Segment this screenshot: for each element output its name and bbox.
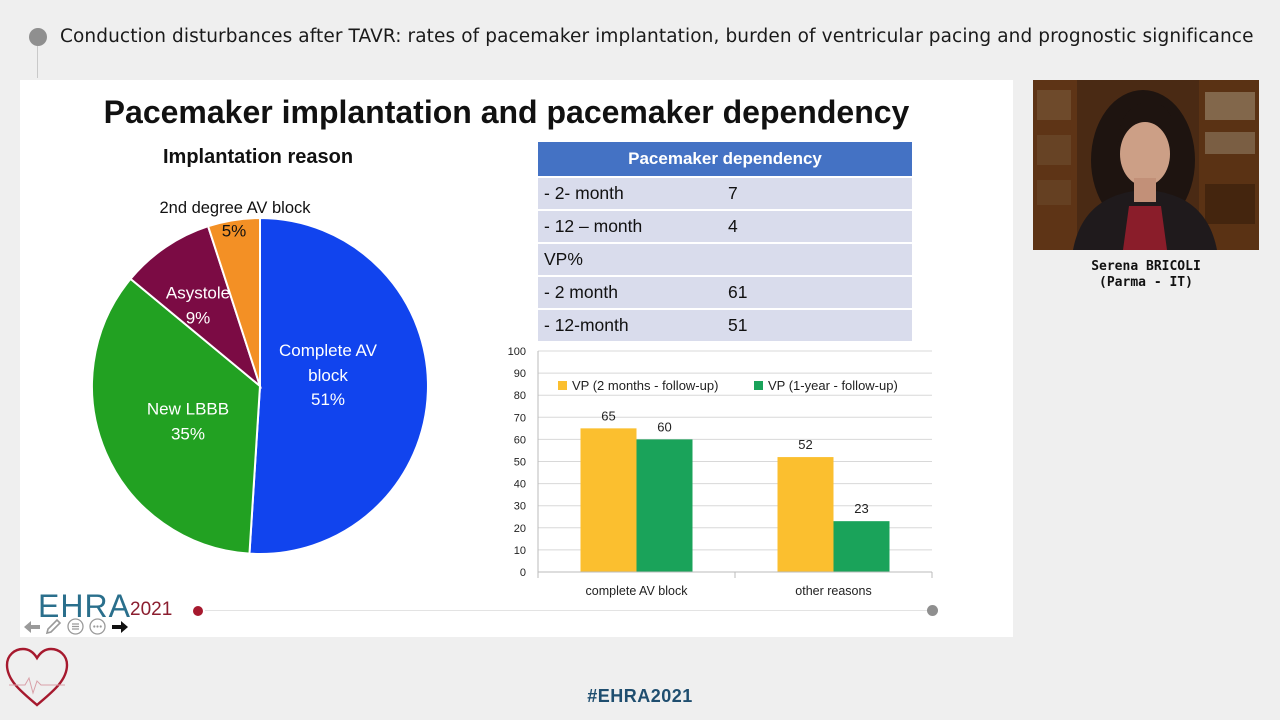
progress-track[interactable] (205, 610, 930, 611)
presenter-caption: Serena BRICOLI (Parma - IT) (1033, 259, 1259, 291)
pie-chart (90, 216, 429, 555)
pie-slice-label: New LBBB 35% (147, 397, 229, 446)
bar-chart: 0 10 20 30 40 50 60 70 80 90 100 65 60 complete AV bl… (508, 346, 933, 598)
progress-start-dot (193, 606, 203, 616)
arrow-left-icon[interactable] (22, 617, 41, 636)
table-header: Pacemaker dependency (538, 142, 912, 176)
menu-icon[interactable] (66, 617, 85, 636)
y-tick-label: 100 (508, 346, 526, 358)
pie-slice (248, 216, 429, 555)
pie-slice (129, 224, 263, 389)
table-cell-label: VP% (538, 244, 722, 275)
y-tick-label: 60 (514, 434, 526, 446)
table-cell-label: - 2- month (538, 178, 722, 209)
y-tick-label: 0 (520, 567, 526, 579)
pie-slice (206, 216, 261, 387)
pen-icon[interactable] (44, 617, 63, 636)
more-icon[interactable] (88, 617, 107, 636)
table-cell-value (722, 244, 912, 275)
bar (580, 428, 637, 572)
slide-title: Pacemaker implantation and pacemaker dep… (103, 94, 910, 130)
bar-value-label: 52 (798, 437, 812, 452)
y-tick-label: 20 (514, 523, 526, 535)
presenter-video (1033, 80, 1259, 250)
table-cell-value: 4 (722, 211, 912, 242)
pie-value-label: 5% (221, 221, 247, 241)
x-tick-label: complete AV block (586, 584, 689, 598)
y-tick-label: 40 (514, 479, 526, 491)
table-row: - 2- month 7 (538, 178, 912, 209)
pie-category-label: Asystole (165, 283, 231, 303)
pie-chart-title: Implantation reason (163, 146, 354, 168)
x-tick-label: other reasons (795, 584, 871, 598)
y-tick-label: 80 (514, 390, 526, 402)
legend-swatch (754, 381, 763, 390)
table-row: - 12-month 51 (538, 310, 912, 341)
progress-handle[interactable] (927, 605, 938, 616)
table-row: - 12 – month 4 (538, 211, 912, 242)
ehra-logo: EHRA (38, 588, 131, 624)
table-cell-label: - 12-month (538, 310, 722, 341)
legend-swatch (558, 381, 567, 390)
pie-value-label: 35% (170, 424, 206, 443)
title-bullet-icon (29, 28, 47, 46)
bar-value-label: 65 (601, 408, 615, 423)
pie-slice-label: Asystole 9% (166, 281, 230, 330)
table-cell-value: 61 (722, 277, 912, 308)
hashtag-footer: #EHRA2021 (587, 686, 693, 706)
y-tick-label: 30 (514, 501, 526, 513)
title-connector-line (37, 46, 38, 78)
presenter-name: Serena BRICOLI (1091, 259, 1201, 274)
presenter-image (1033, 80, 1259, 250)
bar-value-label: 60 (657, 419, 671, 434)
table-cell-value: 7 (722, 178, 912, 209)
legend-label: VP (2 months - follow-up) (572, 378, 718, 393)
slide-nav-controls (22, 617, 129, 636)
heart-logo-icon (5, 647, 69, 707)
pie-slice (90, 277, 262, 555)
table-cell-label: - 2 month (538, 277, 722, 308)
session-title: Conduction disturbances after TAVR: rate… (60, 26, 1254, 47)
pacemaker-dependency-table: Pacemaker dependency - 2- month 7 - 12 – … (538, 140, 912, 343)
bar (833, 521, 890, 572)
y-tick-label: 10 (514, 545, 526, 557)
pie-value-label: 9% (185, 308, 211, 327)
pie-slice-label: Complete AV block 51% (279, 339, 377, 413)
arrow-right-icon[interactable] (110, 617, 129, 636)
table-row: VP% (538, 244, 912, 275)
ehra-logo-year: 2021 (130, 599, 173, 620)
bar (777, 457, 834, 572)
presenter-affiliation: (Parma - IT) (1099, 275, 1193, 290)
legend-label: VP (1-year - follow-up) (768, 378, 898, 393)
bar-value-label: 23 (854, 501, 868, 516)
pie-value-label: 51% (310, 390, 346, 410)
pie-category-label-outside: 2nd degree AV block (159, 199, 311, 218)
pie-category-label: New LBBB (146, 399, 230, 419)
y-tick-label: 70 (514, 412, 526, 424)
table-row: - 2 month 61 (538, 277, 912, 308)
y-tick-label: 50 (514, 457, 526, 469)
table-cell-value: 51 (722, 310, 912, 341)
table-cell-label: - 12 – month (538, 211, 722, 242)
bar (636, 439, 693, 572)
pie-slice-label: 5% (222, 220, 247, 245)
y-tick-label: 90 (514, 368, 526, 380)
pie-category-label: Complete AV block (279, 341, 377, 385)
